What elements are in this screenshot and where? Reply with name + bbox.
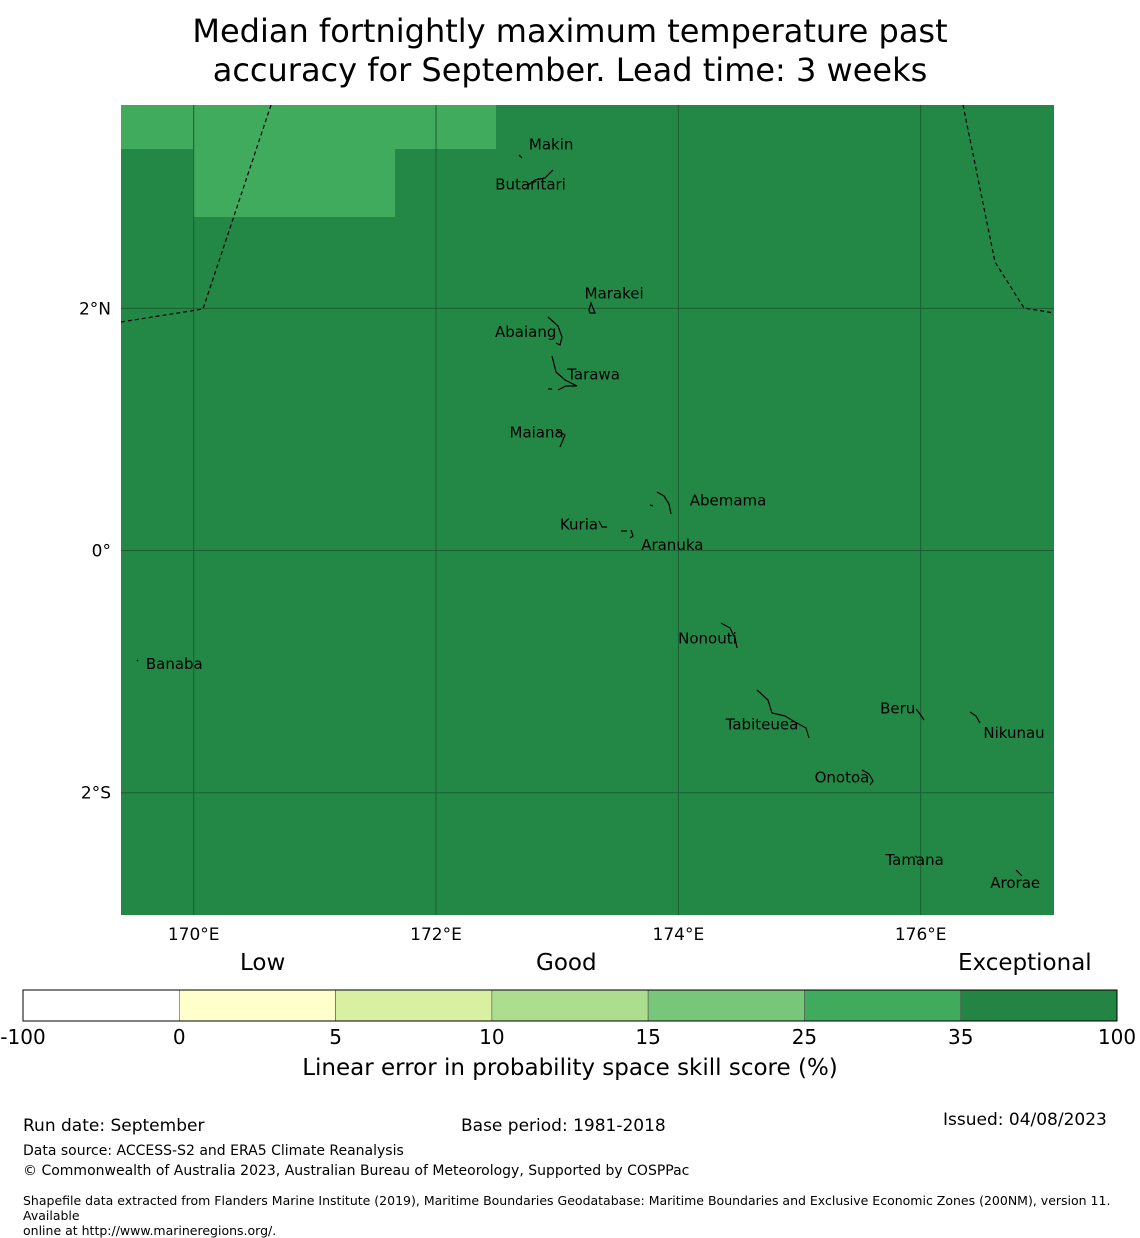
colorbar-bin	[491, 989, 649, 1022]
colorbar-label: Linear error in probability space skill …	[302, 1055, 838, 1081]
skill-field-background	[121, 105, 1054, 915]
place-label: Tarawa	[566, 366, 620, 384]
island-outline	[1015, 869, 1023, 877]
x-tick-label: 170°E	[168, 925, 220, 945]
x-tick-label: 174°E	[653, 925, 705, 945]
island-outline	[969, 711, 981, 724]
island-outline	[861, 769, 874, 786]
colorbar-bin	[335, 989, 493, 1022]
map-plot: Makin Butaritari Marakei Abaiang Tarawa Maian…	[79, 104, 1055, 945]
colorbar-tick-label: 35	[947, 1025, 974, 1049]
colorbar-bin	[178, 989, 336, 1022]
legend-low: Low	[240, 950, 286, 976]
y-tick-label: 0°	[92, 542, 111, 562]
island-outline	[518, 154, 523, 159]
colorbar-tick-label: 10	[479, 1025, 505, 1049]
island-outline	[551, 355, 578, 391]
colorbar-bin	[804, 989, 962, 1022]
shapefile-credit-line-1: Shapefile data extracted from Flanders M…	[23, 1193, 1111, 1223]
x-tick-label: 172°E	[410, 925, 462, 945]
island-outline	[598, 520, 607, 528]
colorbar-tick-label: 100	[1097, 1025, 1137, 1049]
island-outline	[621, 529, 634, 539]
colorbar-frame	[22, 989, 1118, 1022]
place-label: Beru	[880, 700, 915, 718]
colorbar-tick-label: 25	[791, 1025, 818, 1049]
place-label: Butaritari	[495, 175, 566, 193]
island-outline	[649, 504, 654, 507]
colorbar-bin	[647, 989, 805, 1022]
island-outline	[136, 659, 139, 662]
title-line-1: Median fortnightly maximum temperature p…	[192, 12, 948, 50]
place-label: Nonouti	[678, 629, 737, 647]
skill-cell	[193, 149, 395, 217]
chart-title: Median fortnightly maximum temperature p…	[0, 12, 1140, 90]
island-outline	[915, 708, 925, 721]
legend-exceptional: Exceptional	[958, 950, 1092, 976]
place-label: Nikunau	[983, 724, 1044, 742]
colorbar-tick-label: 0	[172, 1025, 186, 1049]
data-source: Data source: ACCESS-S2 and ERA5 Climate …	[23, 1143, 404, 1159]
colorbar	[22, 989, 1118, 1022]
skill-cell	[121, 105, 496, 149]
shapefile-credit: Shapefile data extracted from Flanders M…	[23, 1193, 1140, 1238]
y-tick-label: 2°S	[81, 784, 111, 804]
base-period: Base period: 1981-2018	[461, 1116, 666, 1136]
island-outline	[527, 169, 554, 186]
place-label: Abaiang	[495, 323, 556, 341]
island-outline	[547, 316, 563, 346]
issued-date: Issued: 04/08/2023	[943, 1110, 1107, 1130]
place-label: Kuria	[560, 516, 598, 534]
place-label: Abemama	[690, 491, 767, 509]
place-label: Onotoa	[815, 769, 870, 787]
place-label: Marakei	[585, 284, 644, 302]
island-outline	[588, 301, 596, 314]
place-label: Tamana	[884, 851, 943, 869]
place-label: Banaba	[146, 655, 203, 673]
copyright: © Commonwealth of Australia 2023, Austra…	[23, 1163, 690, 1179]
eez-boundary-east	[962, 104, 1055, 314]
island-outline	[720, 622, 738, 649]
place-label: Arorae	[990, 874, 1040, 892]
x-tick-label: 176°E	[895, 925, 947, 945]
colorbar-tick-label: -100	[0, 1025, 46, 1049]
island-outline	[656, 491, 672, 515]
legend-good: Good	[536, 950, 597, 976]
place-label: Aranuka	[641, 536, 703, 554]
island-outline	[555, 429, 566, 448]
colorbar-tick-label: 5	[329, 1025, 342, 1049]
title-line-2: accuracy for September. Lead time: 3 wee…	[212, 51, 928, 89]
place-label: Makin	[529, 135, 574, 153]
eez-boundary-west	[120, 104, 272, 323]
island-outline	[914, 855, 919, 859]
place-label: Maiana	[510, 424, 564, 442]
colorbar-bin	[960, 989, 1118, 1022]
colorbar-tick-label: 15	[635, 1025, 661, 1049]
y-tick-label: 2°N	[79, 299, 111, 319]
place-label: Tabiteuea	[725, 715, 799, 733]
run-date: Run date: September	[23, 1116, 205, 1136]
island-outline	[756, 689, 810, 739]
shapefile-credit-line-2: online at http://www.marineregions.org/.	[23, 1223, 277, 1238]
colorbar-bin	[22, 989, 180, 1022]
